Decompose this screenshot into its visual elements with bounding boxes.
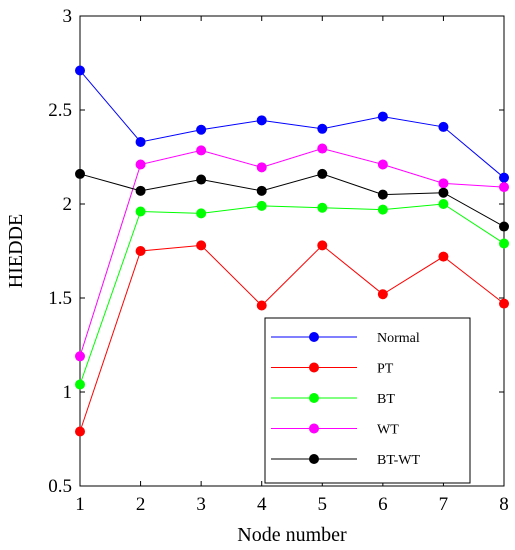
data-point [75,65,85,76]
series-bt [75,199,509,390]
data-point [317,143,328,154]
data-point [75,379,85,390]
legend-entry-label: BT-WT [377,453,420,468]
x-tick-label: 8 [499,494,509,515]
y-axis-label: HIEDDE [5,214,27,288]
data-point [196,174,207,185]
legend-entry-label: Normal [377,331,420,346]
series-layer [75,65,509,437]
data-point [438,187,449,198]
data-point [499,238,509,249]
data-point [317,202,328,213]
x-tick-label: 3 [196,494,206,515]
x-tick-label: 5 [318,494,328,515]
data-point [135,136,146,147]
series-line [79,203,505,385]
data-point [196,124,207,135]
data-point [499,221,509,232]
legend: Normal PT BT WT BT-WT [264,317,471,484]
data-point [377,289,388,300]
y-tick-label: 1.5 [48,288,72,309]
series-normal [75,65,509,183]
axis-ticks: 1 2 3 4 5 6 7 80.511.522.53 [48,6,509,515]
data-point [499,172,509,183]
data-point [438,199,449,209]
series-pt [75,240,509,437]
data-point [377,189,388,200]
data-point [499,298,509,309]
data-point [499,182,509,193]
x-axis-label: Node number [237,524,347,546]
legend-marker [309,332,319,342]
data-point [377,111,388,122]
x-tick-label: 2 [136,494,146,515]
data-point [135,185,146,196]
data-point [256,185,267,196]
data-point [438,251,449,262]
x-tick-label: 1 [75,494,85,515]
y-tick-label: 2 [63,194,73,215]
legend-entry-label: PT [377,362,394,377]
data-point [377,159,388,170]
data-point [196,240,207,251]
data-point [135,246,146,256]
data-point [438,178,449,189]
legend-entry-label: WT [377,423,399,438]
data-point [317,168,328,179]
data-point [75,351,85,362]
legend-marker [309,454,319,464]
legend-marker [309,423,319,434]
legend-box [264,317,471,484]
legend-entry-label: BT [377,392,395,407]
y-tick-label: 2.5 [48,100,72,121]
series-line [79,244,505,432]
data-point [135,206,146,217]
series-line [79,173,505,227]
x-tick-label: 6 [378,494,388,515]
series-wt [75,143,509,362]
data-point [256,300,267,311]
series-line [79,148,505,357]
data-point [75,426,85,437]
data-point [256,162,267,173]
legend-marker [309,393,319,403]
x-tick-label: 7 [439,494,449,515]
data-point [438,121,449,132]
data-point [317,123,328,134]
data-point [256,115,267,126]
y-tick-label: 3 [63,6,73,27]
series-line [79,70,505,179]
x-tick-label: 4 [257,494,267,515]
y-tick-label: 0.5 [48,476,72,497]
data-point [75,168,85,179]
data-point [317,240,328,251]
data-point [377,204,388,215]
data-point [196,208,207,219]
y-tick-label: 1 [63,382,73,403]
data-point [256,200,267,211]
data-point [196,145,207,156]
data-point [135,159,146,170]
series-bt-wt [75,168,509,232]
legend-marker [309,362,319,373]
